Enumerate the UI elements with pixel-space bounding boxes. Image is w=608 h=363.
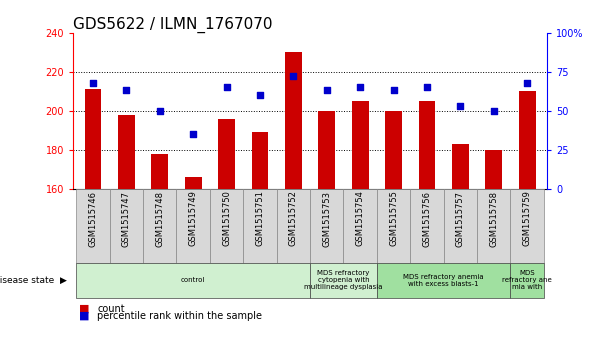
Point [389,87,398,93]
Point [88,80,98,86]
Bar [319,111,335,189]
Text: GDS5622 / ILMN_1767070: GDS5622 / ILMN_1767070 [73,16,272,33]
Bar [151,154,168,189]
Point [222,85,232,90]
Text: percentile rank within the sample: percentile rank within the sample [97,311,262,321]
Text: GSM1515754: GSM1515754 [356,191,365,246]
Text: GSM1515756: GSM1515756 [423,191,432,246]
Text: GSM1515747: GSM1515747 [122,191,131,246]
Text: GSM1515746: GSM1515746 [89,191,97,246]
Point [322,87,331,93]
Text: ■: ■ [79,303,89,314]
Bar [352,101,368,189]
Point [489,108,499,114]
Bar [185,177,201,189]
Text: GSM1515755: GSM1515755 [389,191,398,246]
Text: count: count [97,303,125,314]
Point [255,92,265,98]
Text: GSM1515750: GSM1515750 [222,191,231,246]
Text: MDS refractory
cytopenia with
multilineage dysplasia: MDS refractory cytopenia with multilinea… [304,270,382,290]
Bar [485,150,502,189]
Text: GSM1515751: GSM1515751 [255,191,264,246]
Bar [252,132,268,189]
Text: GSM1515748: GSM1515748 [155,191,164,246]
Text: GSM1515753: GSM1515753 [322,191,331,246]
Text: GSM1515749: GSM1515749 [188,191,198,246]
Text: GSM1515759: GSM1515759 [523,191,531,246]
Text: GSM1515752: GSM1515752 [289,191,298,246]
Text: GSM1515757: GSM1515757 [456,191,465,246]
Bar [118,115,135,189]
Point [155,108,165,114]
Bar [85,89,102,189]
Point [289,73,299,79]
Text: MDS refractory anemia
with excess blasts-1: MDS refractory anemia with excess blasts… [403,274,484,287]
Bar [218,118,235,189]
Bar [519,91,536,189]
Point [522,80,532,86]
Point [355,85,365,90]
Text: ■: ■ [79,311,89,321]
Point [422,85,432,90]
Bar [385,111,402,189]
Point [122,87,131,93]
Bar [419,101,435,189]
Bar [452,144,469,189]
Point [188,131,198,137]
Text: GSM1515758: GSM1515758 [489,191,499,246]
Text: MDS
refractory ane
mia with: MDS refractory ane mia with [502,270,552,290]
Text: disease state  ▶: disease state ▶ [0,276,67,285]
Text: control: control [181,277,206,284]
Bar [285,52,302,189]
Point [455,103,465,109]
